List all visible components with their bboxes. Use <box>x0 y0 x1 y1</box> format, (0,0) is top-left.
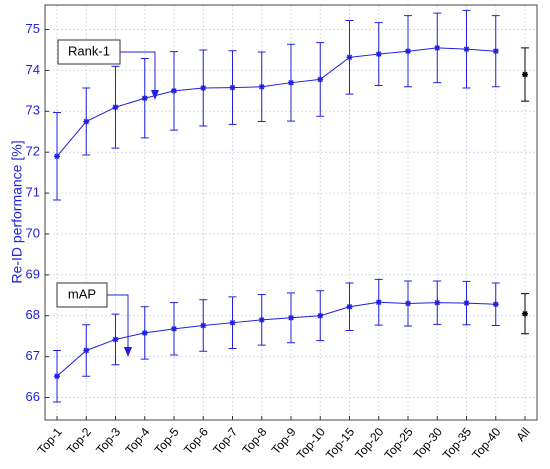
y-tick-label: 69 <box>26 266 40 281</box>
marker <box>288 314 294 321</box>
marker <box>112 104 119 111</box>
marker <box>258 83 265 90</box>
x-tick-label: Top-5 <box>152 425 182 457</box>
series-line <box>56 47 496 157</box>
y-tick-label: 68 <box>26 307 40 322</box>
x-tick-label: Top-7 <box>210 425 240 457</box>
annotation-label: mAP <box>68 286 96 301</box>
marker <box>405 300 411 307</box>
x-tick-label: Top-10 <box>294 425 329 462</box>
marker <box>492 48 499 55</box>
marker <box>200 322 207 329</box>
y-tick-label: 66 <box>26 389 40 404</box>
x-tick-label: Top-8 <box>239 425 269 457</box>
marker <box>229 319 236 326</box>
y-tick-label: 67 <box>26 348 40 363</box>
marker <box>171 325 177 332</box>
annotation-box <box>56 282 108 308</box>
marker <box>141 95 148 102</box>
marker <box>258 316 265 323</box>
marker <box>463 300 470 307</box>
marker <box>54 373 60 380</box>
annotation-arrow <box>120 51 156 92</box>
y-tick-label: 74 <box>26 62 40 77</box>
marker <box>375 299 382 306</box>
y-tick-label: 73 <box>26 103 40 118</box>
x-tick-label: Top-4 <box>122 425 152 457</box>
marker <box>434 44 441 51</box>
marker <box>171 87 177 94</box>
marker <box>54 153 60 160</box>
x-tick-label: Top-25 <box>381 425 416 462</box>
x-tick-label: Top-20 <box>352 425 387 462</box>
marker <box>405 48 411 55</box>
annotation-arrow <box>107 294 129 349</box>
x-tick-label: Top-35 <box>440 425 475 462</box>
marker <box>434 299 441 306</box>
marker <box>317 76 324 83</box>
marker <box>112 336 119 343</box>
y-tick-label: 71 <box>26 185 40 200</box>
marker <box>317 312 324 319</box>
marker <box>288 79 294 86</box>
series-line <box>56 301 496 377</box>
x-tick-label: Top-1 <box>35 425 65 457</box>
y-tick-label: 72 <box>26 144 40 159</box>
marker <box>522 71 528 78</box>
marker <box>522 310 528 317</box>
y-tick-label: 75 <box>26 21 40 36</box>
x-tick-label: Top-2 <box>64 425 94 457</box>
marker <box>492 301 499 308</box>
arrow-head <box>151 90 159 100</box>
marker <box>463 46 470 53</box>
x-tick-label: Top-6 <box>181 425 211 457</box>
annotation-label: Rank-1 <box>68 43 110 58</box>
y-axis-label: Re-ID performance [%] <box>9 140 25 283</box>
marker <box>200 85 207 91</box>
y-tick-label: 70 <box>26 225 40 240</box>
marker <box>83 347 90 354</box>
x-tick-label: Top-15 <box>323 425 358 462</box>
arrow-head <box>124 347 132 357</box>
marker <box>346 54 353 61</box>
marker <box>229 84 236 91</box>
marker <box>83 118 90 125</box>
plot-border <box>44 4 538 421</box>
x-tick-label: Top-30 <box>411 425 446 462</box>
marker <box>375 51 382 58</box>
x-tick-label: Top-40 <box>469 425 504 462</box>
x-tick-label: All <box>513 425 532 444</box>
x-tick-label: Top-3 <box>93 425 123 457</box>
marker <box>346 303 353 310</box>
marker <box>141 329 148 336</box>
